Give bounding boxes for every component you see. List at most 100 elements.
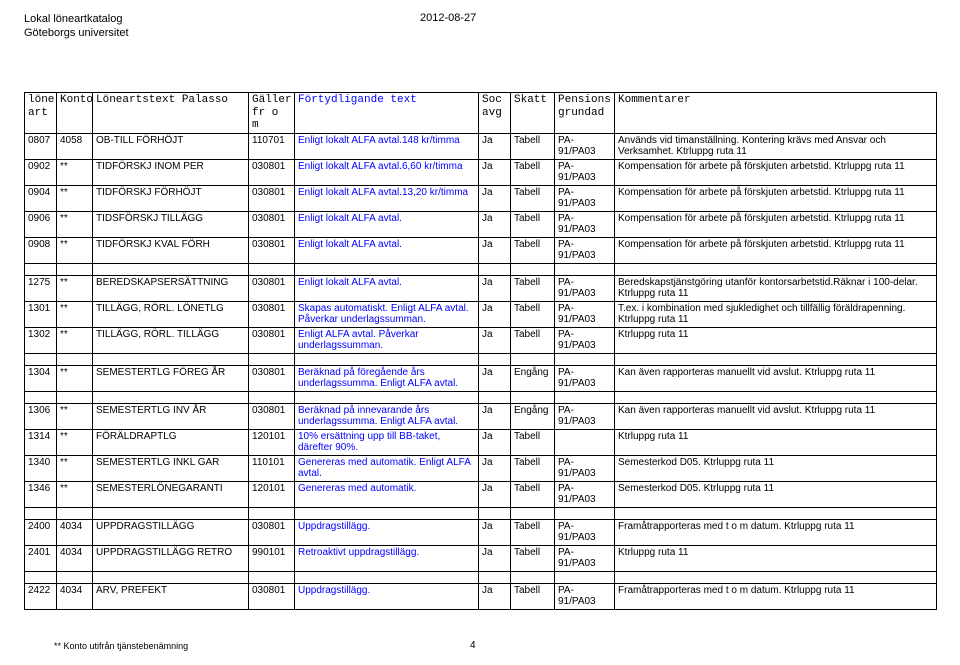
- blank-cell: [57, 507, 93, 519]
- table-row: 08074058OB-TILL FÖRHÖJT110701Enligt loka…: [25, 133, 937, 159]
- blank-cell: [555, 507, 615, 519]
- cell-soc: Ja: [479, 301, 511, 327]
- table-row: [25, 571, 937, 583]
- cell-fort: Beräknad på innevarande års underlagssum…: [295, 403, 479, 429]
- table-row: 24004034UPPDRAGSTILLÄGG030801Uppdragstil…: [25, 519, 937, 545]
- blank-cell: [249, 571, 295, 583]
- cell-pens: PA-91/PA03: [555, 365, 615, 391]
- col-komm: Kommentarer: [615, 93, 937, 134]
- col-soc: Socavg: [479, 93, 511, 134]
- blank-cell: [93, 391, 249, 403]
- table-row: 1304**SEMESTERTLG FÖREG ÅR030801Beräknad…: [25, 365, 937, 391]
- cell-soc: Ja: [479, 275, 511, 301]
- cell-fort: Genereras med automatik. Enligt ALFA avt…: [295, 455, 479, 481]
- cell-skatt: Tabell: [511, 519, 555, 545]
- cell-pens: [555, 429, 615, 455]
- cell-komm: Beredskapstjänstgöring utanför kontorsar…: [615, 275, 937, 301]
- cell-art: 0807: [25, 133, 57, 159]
- table-row: 0904**TIDFÖRSKJ FÖRHÖJT030801Enligt loka…: [25, 185, 937, 211]
- cell-text: TIDFÖRSKJ INOM PER: [93, 159, 249, 185]
- cell-from: 030801: [249, 519, 295, 545]
- cell-skatt: Tabell: [511, 185, 555, 211]
- blank-cell: [25, 571, 57, 583]
- cell-pens: PA-91/PA03: [555, 519, 615, 545]
- cell-skatt: Tabell: [511, 545, 555, 571]
- cell-komm: Kan även rapporteras manuellt vid avslut…: [615, 365, 937, 391]
- col-konto: Konto: [57, 93, 93, 134]
- table-row: [25, 353, 937, 365]
- cell-pens: PA-91/PA03: [555, 327, 615, 353]
- cell-skatt: Tabell: [511, 211, 555, 237]
- table-row: 1306**SEMESTERTLG INV ÅR030801Beräknad p…: [25, 403, 937, 429]
- table-row: 0902**TIDFÖRSKJ INOM PER030801Enligt lok…: [25, 159, 937, 185]
- cell-komm: Semesterkod D05. Ktrluppg ruta 11: [615, 481, 937, 507]
- blank-cell: [615, 571, 937, 583]
- blank-cell: [479, 571, 511, 583]
- cell-art: 2401: [25, 545, 57, 571]
- cell-konto: **: [57, 275, 93, 301]
- blank-cell: [25, 263, 57, 275]
- table-row: 1346**SEMESTERLÖNEGARANTI120101Genereras…: [25, 481, 937, 507]
- cell-skatt: Tabell: [511, 429, 555, 455]
- cell-art: 1302: [25, 327, 57, 353]
- cell-fort: Enligt lokalt ALFA avtal.: [295, 275, 479, 301]
- cell-fort: Enligt lokalt ALFA avtal.: [295, 211, 479, 237]
- blank-cell: [511, 353, 555, 365]
- cell-fort: Retroaktivt uppdragstillägg.: [295, 545, 479, 571]
- cell-konto: **: [57, 159, 93, 185]
- cell-konto: 4034: [57, 545, 93, 571]
- cell-from: 030801: [249, 211, 295, 237]
- cell-soc: Ja: [479, 211, 511, 237]
- cell-from: 030801: [249, 159, 295, 185]
- blank-cell: [555, 571, 615, 583]
- cell-text: OB-TILL FÖRHÖJT: [93, 133, 249, 159]
- cell-text: UPPDRAGSTILLÄGG: [93, 519, 249, 545]
- cell-komm: T.ex. i kombination med sjukledighet och…: [615, 301, 937, 327]
- cell-skatt: Engång: [511, 365, 555, 391]
- cell-fort: Enligt lokalt ALFA avtal.13,20 kr/timma: [295, 185, 479, 211]
- blank-cell: [25, 507, 57, 519]
- table-row: 1301**TILLÄGG, RÖRL. LÖNETLG030801Skapas…: [25, 301, 937, 327]
- cell-konto: 4034: [57, 583, 93, 609]
- cell-art: 1304: [25, 365, 57, 391]
- table-row: [25, 507, 937, 519]
- cell-art: 1340: [25, 455, 57, 481]
- blank-cell: [295, 353, 479, 365]
- doc-title-2: Göteborgs universitet: [24, 26, 129, 40]
- blank-cell: [555, 391, 615, 403]
- blank-cell: [57, 353, 93, 365]
- cell-text: TIDFÖRSKJ KVAL FÖRH: [93, 237, 249, 263]
- cell-from: 110101: [249, 455, 295, 481]
- table-row: [25, 391, 937, 403]
- blank-cell: [479, 507, 511, 519]
- cell-text: TILLÄGG, RÖRL. TILLÄGG: [93, 327, 249, 353]
- cell-text: TIDFÖRSKJ FÖRHÖJT: [93, 185, 249, 211]
- cell-pens: PA-91/PA03: [555, 185, 615, 211]
- blank-cell: [511, 571, 555, 583]
- cell-komm: Framåtrapporteras med t o m datum. Ktrlu…: [615, 519, 937, 545]
- cell-soc: Ja: [479, 237, 511, 263]
- table-row: 1314**FÖRÄLDRAPTLG12010110% ersättning u…: [25, 429, 937, 455]
- cell-art: 1301: [25, 301, 57, 327]
- cell-konto: 4058: [57, 133, 93, 159]
- cell-komm: Semesterkod D05. Ktrluppg ruta 11: [615, 455, 937, 481]
- table-row: 24014034UPPDRAGSTILLÄGG RETRO990101Retro…: [25, 545, 937, 571]
- cell-pens: PA-91/PA03: [555, 545, 615, 571]
- page-number: 4: [470, 640, 476, 651]
- cell-soc: Ja: [479, 365, 511, 391]
- cell-art: 1275: [25, 275, 57, 301]
- blank-cell: [555, 263, 615, 275]
- blank-cell: [295, 391, 479, 403]
- blank-cell: [615, 391, 937, 403]
- cell-fort: Enligt ALFA avtal. Påverkar underlagssum…: [295, 327, 479, 353]
- cell-konto: **: [57, 237, 93, 263]
- cell-konto: **: [57, 403, 93, 429]
- cell-komm: Kan även rapporteras manuellt vid avslut…: [615, 403, 937, 429]
- cell-konto: **: [57, 185, 93, 211]
- cell-skatt: Tabell: [511, 583, 555, 609]
- cell-konto: 4034: [57, 519, 93, 545]
- cell-pens: PA-91/PA03: [555, 159, 615, 185]
- cell-pens: PA-91/PA03: [555, 275, 615, 301]
- blank-cell: [615, 353, 937, 365]
- doc-header: Lokal löneartkatalog Göteborgs universit…: [24, 12, 129, 41]
